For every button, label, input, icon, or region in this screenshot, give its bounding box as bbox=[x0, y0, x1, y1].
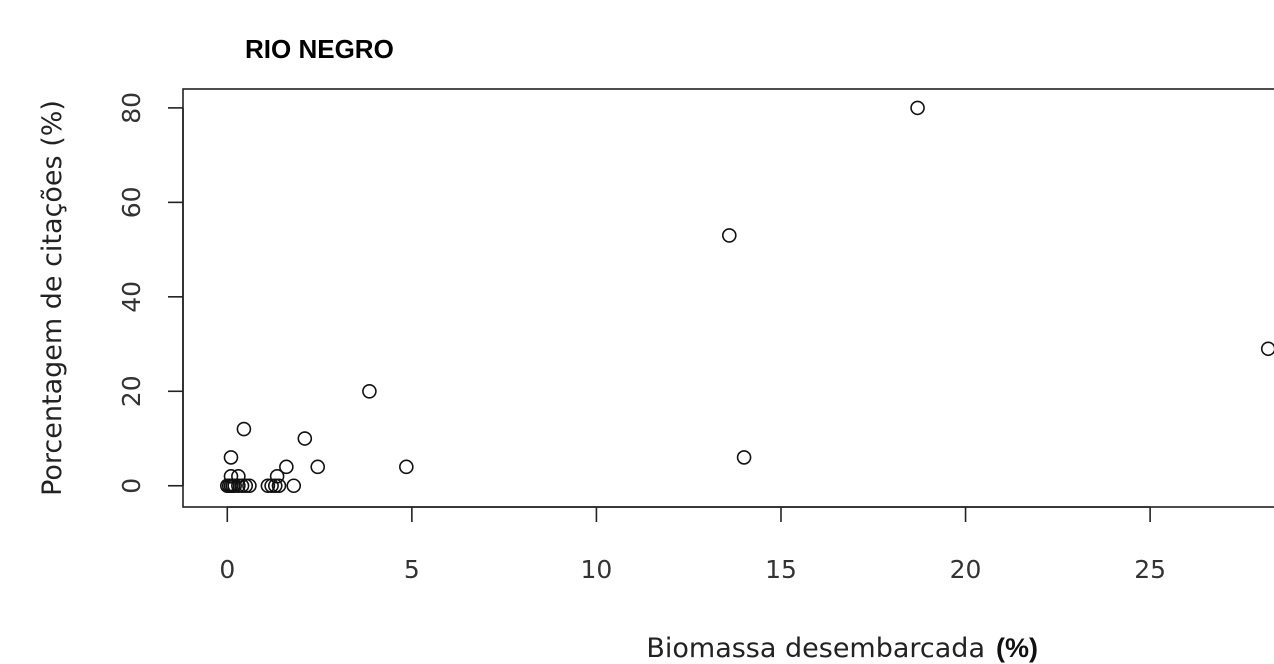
y-tick-label: 0 bbox=[117, 478, 146, 494]
y-tick-label: 80 bbox=[117, 92, 146, 124]
x-tick-label: 10 bbox=[581, 555, 613, 584]
x-tick-label: 5 bbox=[404, 555, 420, 584]
plot-frame bbox=[182, 88, 1274, 508]
data-point bbox=[362, 383, 377, 399]
data-point bbox=[234, 478, 250, 494]
data-point bbox=[279, 459, 294, 475]
data-point bbox=[910, 100, 925, 116]
data-point bbox=[231, 468, 246, 484]
data-point bbox=[286, 478, 302, 494]
data-point bbox=[267, 478, 283, 494]
data-point bbox=[399, 459, 414, 475]
x-axis-unit: (%) bbox=[996, 633, 1038, 663]
data-point bbox=[310, 459, 326, 475]
x-axis: 0 5 10 15 20 25 bbox=[219, 506, 1166, 584]
data-point bbox=[231, 478, 246, 494]
data-point bbox=[269, 468, 285, 484]
data-point bbox=[223, 450, 239, 465]
data-point bbox=[271, 478, 287, 494]
y-tick-label: 60 bbox=[117, 186, 146, 218]
data-point bbox=[260, 478, 276, 494]
y-tick-label: 20 bbox=[117, 375, 146, 407]
data-point bbox=[227, 478, 242, 494]
data-point bbox=[223, 468, 239, 484]
data-point bbox=[242, 478, 257, 494]
y-axis: 0 20 40 60 80 bbox=[117, 92, 184, 494]
data-point bbox=[1260, 341, 1274, 357]
data-point bbox=[722, 228, 737, 243]
data-point bbox=[736, 450, 752, 465]
data-points bbox=[219, 100, 1274, 494]
chart-title: RIO NEGRO bbox=[245, 34, 394, 64]
data-point bbox=[297, 431, 313, 446]
x-tick-label: 25 bbox=[1134, 555, 1166, 584]
data-point bbox=[238, 478, 254, 494]
x-tick-label: 0 bbox=[219, 555, 235, 584]
y-tick-label: 40 bbox=[117, 281, 146, 313]
x-tick-label: 15 bbox=[765, 555, 797, 584]
x-tick-label: 20 bbox=[950, 555, 982, 584]
x-axis-label: Biomassa desembarcada bbox=[646, 633, 985, 664]
data-point bbox=[236, 421, 252, 437]
y-axis-label: Porcentagem de citações (%) bbox=[37, 100, 68, 496]
